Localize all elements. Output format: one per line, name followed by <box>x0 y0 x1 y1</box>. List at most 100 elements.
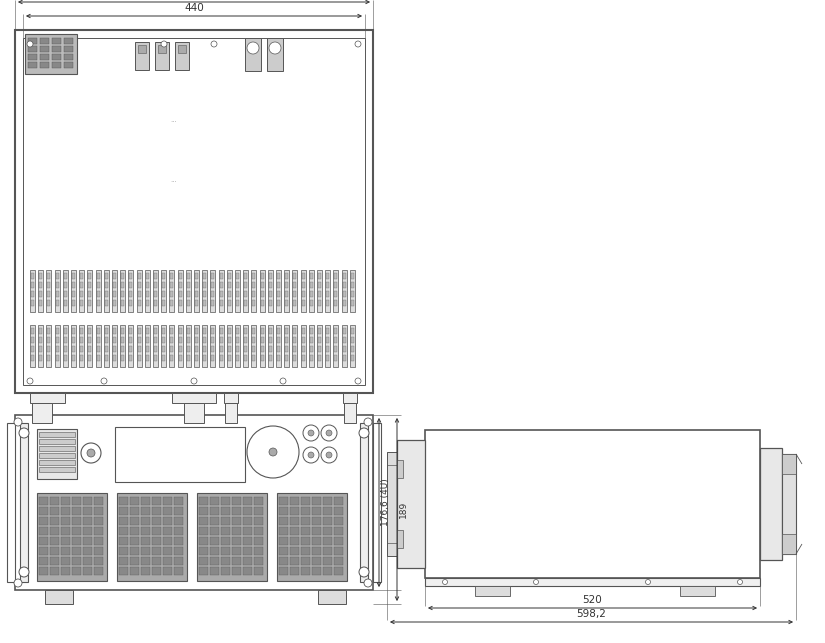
Bar <box>323 527 332 535</box>
Bar <box>64 355 67 361</box>
Bar <box>130 527 139 535</box>
Text: ...: ... <box>171 177 177 183</box>
Bar <box>105 337 108 343</box>
Bar <box>277 355 280 361</box>
Bar <box>15 415 373 590</box>
Bar <box>64 46 73 52</box>
Bar <box>163 328 165 334</box>
Bar <box>130 328 132 334</box>
Bar <box>39 453 75 458</box>
Bar <box>373 423 381 582</box>
Bar <box>269 346 271 352</box>
Text: 598,2: 598,2 <box>577 609 606 619</box>
Bar <box>326 355 329 361</box>
Bar <box>397 530 403 548</box>
Circle shape <box>19 567 29 577</box>
Bar <box>236 282 239 288</box>
Bar <box>342 300 346 306</box>
Bar <box>232 517 241 525</box>
Bar <box>37 493 107 581</box>
Bar <box>782 454 796 554</box>
Bar <box>334 355 337 361</box>
Bar <box>195 355 198 361</box>
Bar <box>130 567 139 575</box>
Bar <box>333 325 338 367</box>
Bar <box>243 325 248 367</box>
Bar <box>178 273 182 279</box>
Bar <box>105 328 108 334</box>
Bar <box>121 282 125 288</box>
Bar <box>28 54 37 60</box>
Bar <box>302 355 304 361</box>
Bar <box>210 547 219 555</box>
Bar <box>94 567 103 575</box>
Bar <box>334 507 343 515</box>
Bar <box>50 517 59 525</box>
Bar <box>119 507 128 515</box>
Bar <box>294 291 296 297</box>
Bar <box>171 337 173 343</box>
Bar <box>55 291 59 297</box>
Bar <box>31 355 34 361</box>
Bar <box>279 537 288 545</box>
Bar <box>301 557 310 565</box>
Bar <box>83 507 92 515</box>
Bar <box>301 527 310 535</box>
Bar <box>64 346 67 352</box>
Bar <box>199 547 208 555</box>
Bar <box>236 291 239 297</box>
Bar <box>174 557 183 565</box>
Bar <box>186 328 190 334</box>
Bar <box>221 537 230 545</box>
Bar <box>285 291 288 297</box>
Bar <box>351 291 354 297</box>
Bar <box>72 273 75 279</box>
Bar <box>97 282 100 288</box>
Bar <box>94 507 103 515</box>
Bar <box>186 325 191 367</box>
Bar <box>351 273 354 279</box>
Bar <box>46 325 51 367</box>
Bar <box>163 337 165 343</box>
Text: 176,6 (4U): 176,6 (4U) <box>381 478 390 527</box>
Bar <box>130 300 132 306</box>
Bar <box>318 282 321 288</box>
Bar <box>221 497 230 505</box>
Bar <box>323 537 332 545</box>
Circle shape <box>27 378 33 384</box>
Bar <box>83 517 92 525</box>
Bar <box>146 328 148 334</box>
Bar <box>203 282 206 288</box>
Bar <box>163 567 172 575</box>
Bar <box>310 346 313 352</box>
Bar <box>290 517 299 525</box>
Bar <box>254 557 263 565</box>
Bar <box>83 547 92 555</box>
Circle shape <box>326 452 332 458</box>
Bar <box>276 270 281 312</box>
Bar <box>235 325 240 367</box>
Bar <box>174 547 183 555</box>
Bar <box>55 346 59 352</box>
Bar <box>243 270 248 312</box>
Bar <box>152 507 161 515</box>
Bar <box>302 282 304 288</box>
Bar <box>760 448 782 560</box>
Bar <box>141 547 150 555</box>
Circle shape <box>326 430 332 436</box>
Bar <box>285 355 288 361</box>
Bar <box>83 557 92 565</box>
Bar <box>119 527 128 535</box>
Bar <box>243 517 252 525</box>
Bar <box>211 300 215 306</box>
Bar <box>285 282 288 288</box>
Bar <box>163 517 172 525</box>
Bar <box>47 328 50 334</box>
Bar <box>105 291 108 297</box>
Bar <box>279 567 288 575</box>
Bar <box>202 325 207 367</box>
Bar <box>199 537 208 545</box>
Bar <box>119 547 128 555</box>
Bar <box>130 517 139 525</box>
Bar <box>141 497 150 505</box>
